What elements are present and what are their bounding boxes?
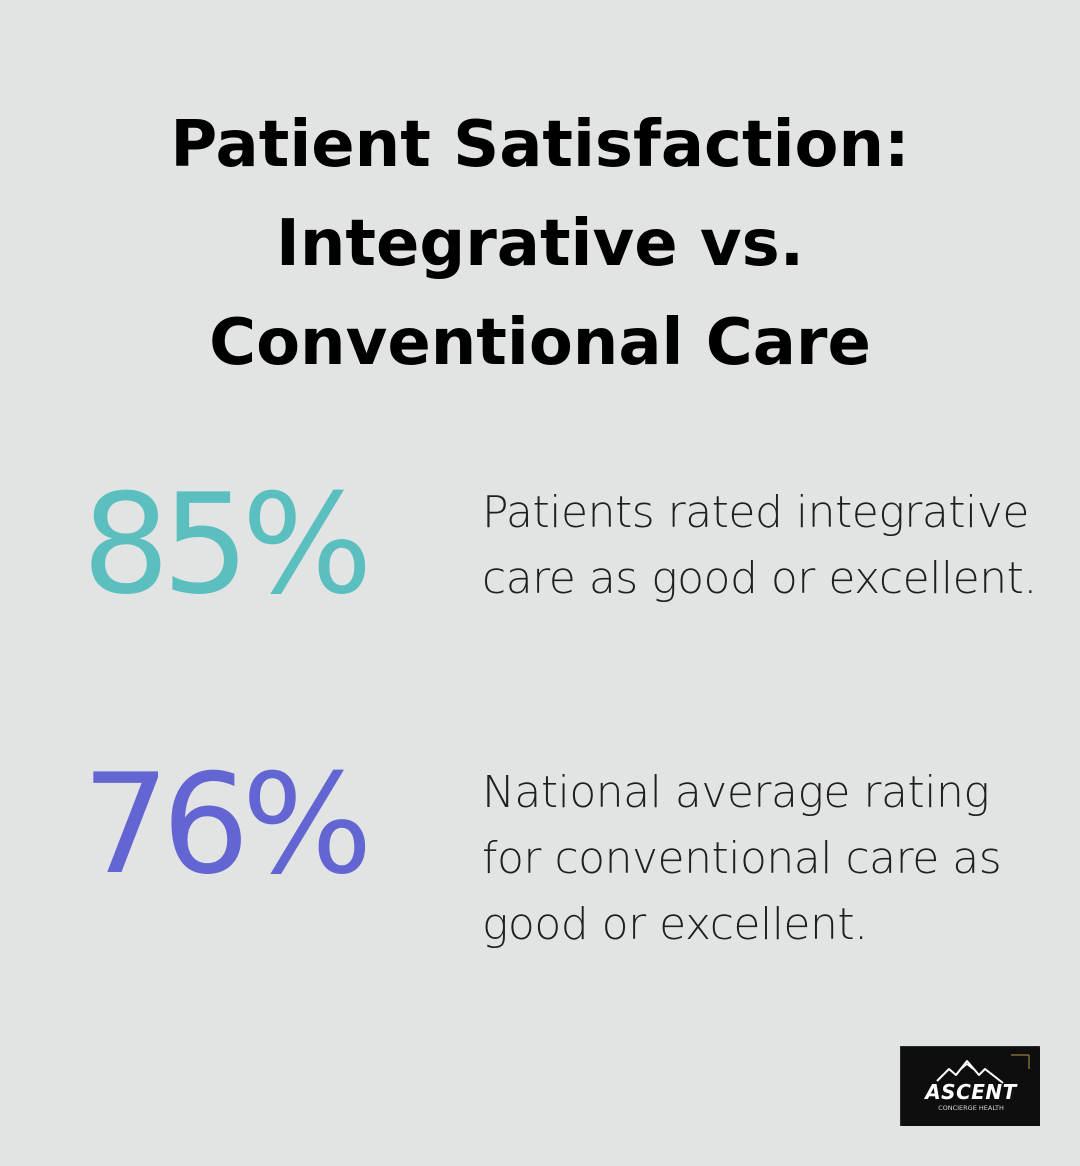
- stat-value: 85%: [82, 464, 373, 625]
- mountain-icon: ASCENT CONCIERGE HEALTH: [902, 1048, 1040, 1126]
- stat-conventional: 76% National average rating for conventi…: [0, 744, 1080, 951]
- title-line-3: Conventional Care: [209, 306, 871, 380]
- title-line-1: Patient Satisfaction:: [170, 108, 910, 182]
- stat-value: 76%: [82, 744, 373, 905]
- stat-description: National average rating for conventional…: [482, 767, 1002, 950]
- title-line-2: Integrative vs.: [276, 207, 804, 281]
- logo-name: ASCENT: [923, 1080, 1017, 1104]
- stat-description: Patients rated integrative care as good …: [482, 487, 1037, 604]
- logo-tagline: CONCIERGE HEALTH: [938, 1104, 1004, 1112]
- stat-integrative: 85% Patients rated integrative care as g…: [0, 470, 1080, 670]
- page-title: Patient Satisfaction: Integrative vs. Co…: [0, 96, 1080, 393]
- brand-logo: ASCENT CONCIERGE HEALTH: [900, 1046, 1040, 1126]
